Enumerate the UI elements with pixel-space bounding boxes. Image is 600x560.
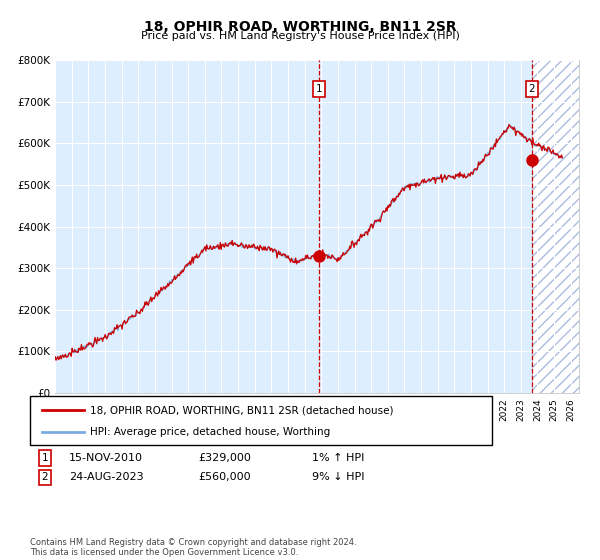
Text: 1% ↑ HPI: 1% ↑ HPI <box>312 453 364 463</box>
Text: Contains HM Land Registry data © Crown copyright and database right 2024.
This d: Contains HM Land Registry data © Crown c… <box>30 538 356 557</box>
Text: £560,000: £560,000 <box>198 472 251 482</box>
Text: 1: 1 <box>316 84 322 94</box>
Text: 18, OPHIR ROAD, WORTHING, BN11 2SR: 18, OPHIR ROAD, WORTHING, BN11 2SR <box>143 20 457 34</box>
Text: Price paid vs. HM Land Registry's House Price Index (HPI): Price paid vs. HM Land Registry's House … <box>140 31 460 41</box>
Bar <box>532 60 579 393</box>
Text: 2: 2 <box>528 84 535 94</box>
Text: 15-NOV-2010: 15-NOV-2010 <box>69 453 143 463</box>
Text: 24-AUG-2023: 24-AUG-2023 <box>69 472 143 482</box>
Text: 2: 2 <box>41 472 49 482</box>
Text: 1: 1 <box>41 453 49 463</box>
Text: £329,000: £329,000 <box>198 453 251 463</box>
Text: 9% ↓ HPI: 9% ↓ HPI <box>312 472 365 482</box>
Text: HPI: Average price, detached house, Worthing: HPI: Average price, detached house, Wort… <box>90 427 330 437</box>
Text: 18, OPHIR ROAD, WORTHING, BN11 2SR (detached house): 18, OPHIR ROAD, WORTHING, BN11 2SR (deta… <box>90 405 394 415</box>
